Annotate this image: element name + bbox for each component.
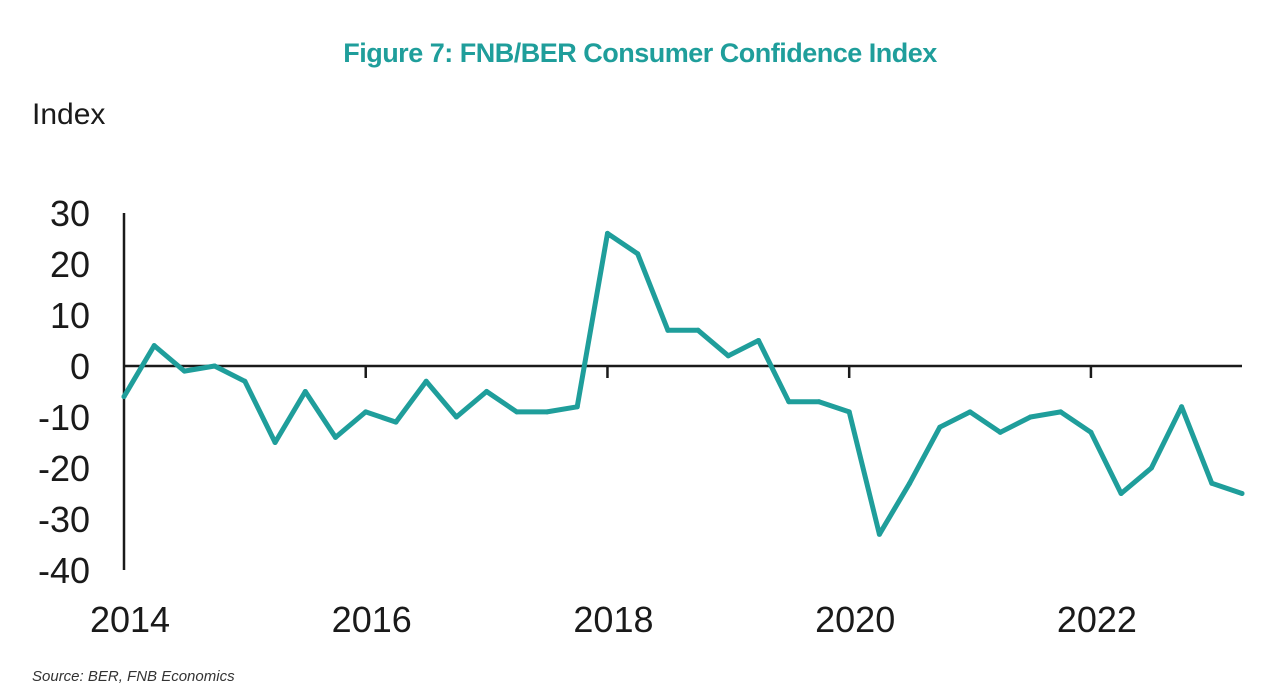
- data-point: [181, 368, 187, 374]
- data-point: [1179, 404, 1185, 410]
- y-tick-label: 0: [70, 346, 90, 387]
- data-point: [453, 414, 459, 420]
- data-point: [1118, 491, 1124, 496]
- data-point: [997, 429, 1003, 435]
- data-point: [1209, 480, 1215, 486]
- data-point: [1088, 429, 1094, 435]
- data-point: [574, 404, 580, 410]
- data-point: [302, 389, 308, 394]
- data-point: [756, 338, 762, 343]
- data-point: [544, 409, 550, 415]
- x-tick-label: 2014: [90, 599, 170, 640]
- data-point: [665, 327, 671, 333]
- x-tick-label: 2016: [332, 599, 412, 640]
- y-tick-label: -40: [38, 550, 90, 591]
- series-group: [121, 230, 1245, 537]
- data-point: [846, 409, 852, 415]
- x-axis: 2014 2016 2018 2020 2022: [90, 364, 1242, 640]
- data-point: [333, 434, 339, 440]
- source-note: Source: BER, FNB Economics: [32, 668, 235, 685]
- y-tick-label: -30: [38, 499, 90, 540]
- data-point: [786, 399, 792, 405]
- y-axis: 30 20 10 0 -10 -20 -30 -40: [38, 193, 126, 591]
- chart-title: Figure 7: FNB/BER Consumer Confidence In…: [343, 38, 937, 68]
- x-tick-label: 2020: [815, 599, 895, 640]
- data-point: [1027, 414, 1033, 420]
- data-point: [1239, 491, 1245, 496]
- data-point: [725, 353, 731, 359]
- data-point: [695, 327, 701, 333]
- data-point: [151, 343, 157, 349]
- data-point: [1058, 409, 1064, 415]
- data-point: [1148, 465, 1154, 471]
- data-point: [876, 531, 882, 537]
- data-point: [604, 230, 610, 236]
- data-point: [967, 409, 973, 415]
- y-axis-label: Index: [32, 98, 106, 131]
- data-point: [363, 409, 369, 415]
- data-point: [242, 378, 248, 384]
- y-tick-label: -10: [38, 397, 90, 438]
- data-point: [272, 440, 278, 445]
- y-tick-label: 20: [50, 244, 90, 285]
- y-tick-label: 30: [50, 193, 90, 234]
- data-point: [393, 419, 399, 425]
- data-point: [121, 394, 127, 400]
- data-point: [937, 424, 943, 430]
- data-point: [423, 378, 429, 384]
- data-point: [635, 251, 641, 257]
- y-tick-label: -20: [38, 448, 90, 489]
- x-tick-label: 2022: [1057, 599, 1137, 640]
- y-tick-label: 10: [50, 295, 90, 336]
- data-point: [212, 363, 218, 369]
- series-line: [121, 230, 1245, 537]
- data-point: [816, 399, 822, 405]
- data-point: [484, 389, 490, 394]
- data-point: [907, 480, 913, 486]
- data-point: [514, 409, 520, 415]
- x-tick-label: 2018: [573, 599, 653, 640]
